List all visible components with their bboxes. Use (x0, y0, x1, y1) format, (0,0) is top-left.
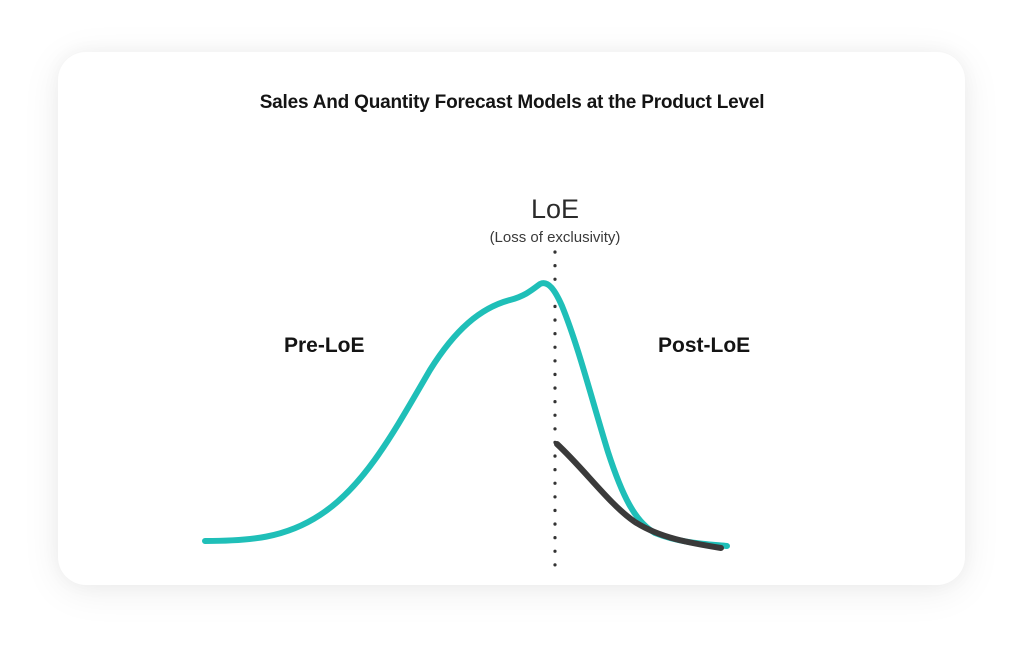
pre-loe-label: Pre-LoE (284, 334, 365, 357)
forecast-curve (554, 441, 724, 551)
chart-card (58, 52, 965, 585)
loe-label: LoE (530, 194, 580, 224)
post-loe-label: Post-LoE (658, 334, 751, 357)
chart-title: Sales And Quantity Forecast Models at th… (259, 92, 765, 113)
loe-sublabel: (Loss of exclusivity) (489, 229, 621, 246)
sales-curve (202, 280, 730, 549)
